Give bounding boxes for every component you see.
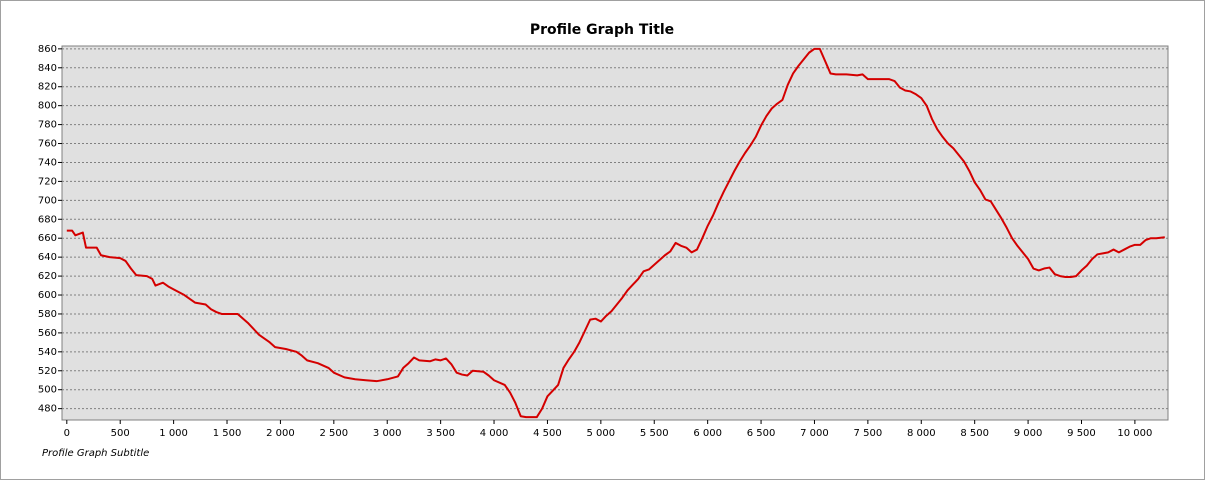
x-tick-label: 7 000	[800, 428, 829, 439]
y-tick-label: 620	[38, 271, 57, 282]
y-tick-label: 600	[38, 290, 57, 301]
y-tick-label: 660	[38, 233, 57, 244]
x-tick-label: 9 500	[1067, 428, 1096, 439]
x-tick-label: 5 000	[587, 428, 616, 439]
y-tick-label: 640	[38, 252, 57, 263]
x-tick-label: 6 500	[747, 428, 776, 439]
y-tick-label: 740	[38, 157, 57, 168]
y-tick-label: 700	[38, 195, 57, 206]
y-tick-label: 560	[38, 328, 57, 339]
y-tick-label: 520	[38, 366, 57, 377]
x-tick-label: 6 000	[693, 428, 722, 439]
chart-subtitle: Profile Graph Subtitle	[42, 448, 149, 459]
profile-line	[66, 47, 1165, 419]
plot-area	[61, 45, 1169, 421]
x-tick-label: 3 000	[373, 428, 402, 439]
x-tick-label: 500	[111, 428, 130, 439]
x-tick-label: 2 000	[266, 428, 295, 439]
y-tick-label: 680	[38, 214, 57, 225]
x-tick-label: 3 500	[426, 428, 455, 439]
y-tick-label: 840	[38, 63, 57, 74]
x-tick-label: 4 500	[533, 428, 562, 439]
x-tick-label: 9 000	[1014, 428, 1043, 439]
x-tick-label: 10 000	[1117, 428, 1152, 439]
y-tick-label: 540	[38, 347, 57, 358]
y-tick-label: 780	[38, 120, 57, 131]
y-tick-label: 500	[38, 385, 57, 396]
x-tick-label: 2 500	[320, 428, 349, 439]
y-tick-label: 820	[38, 82, 57, 93]
y-tick-label: 580	[38, 309, 57, 320]
x-tick-label: 4 000	[480, 428, 509, 439]
y-tick-label: 860	[38, 44, 57, 55]
y-tick-label: 480	[38, 404, 57, 415]
x-tick-label: 7 500	[854, 428, 883, 439]
x-tick-label: 5 500	[640, 428, 669, 439]
x-tick-label: 8 000	[907, 428, 936, 439]
chart-title: Profile Graph Title	[530, 22, 674, 38]
x-tick-label: 1 000	[159, 428, 188, 439]
y-tick-label: 720	[38, 176, 57, 187]
y-tick-label: 800	[38, 101, 57, 112]
x-tick-label: 1 500	[213, 428, 242, 439]
y-tick-label: 760	[38, 139, 57, 150]
x-tick-label: 8 500	[960, 428, 989, 439]
x-tick-label: 0	[64, 428, 70, 439]
